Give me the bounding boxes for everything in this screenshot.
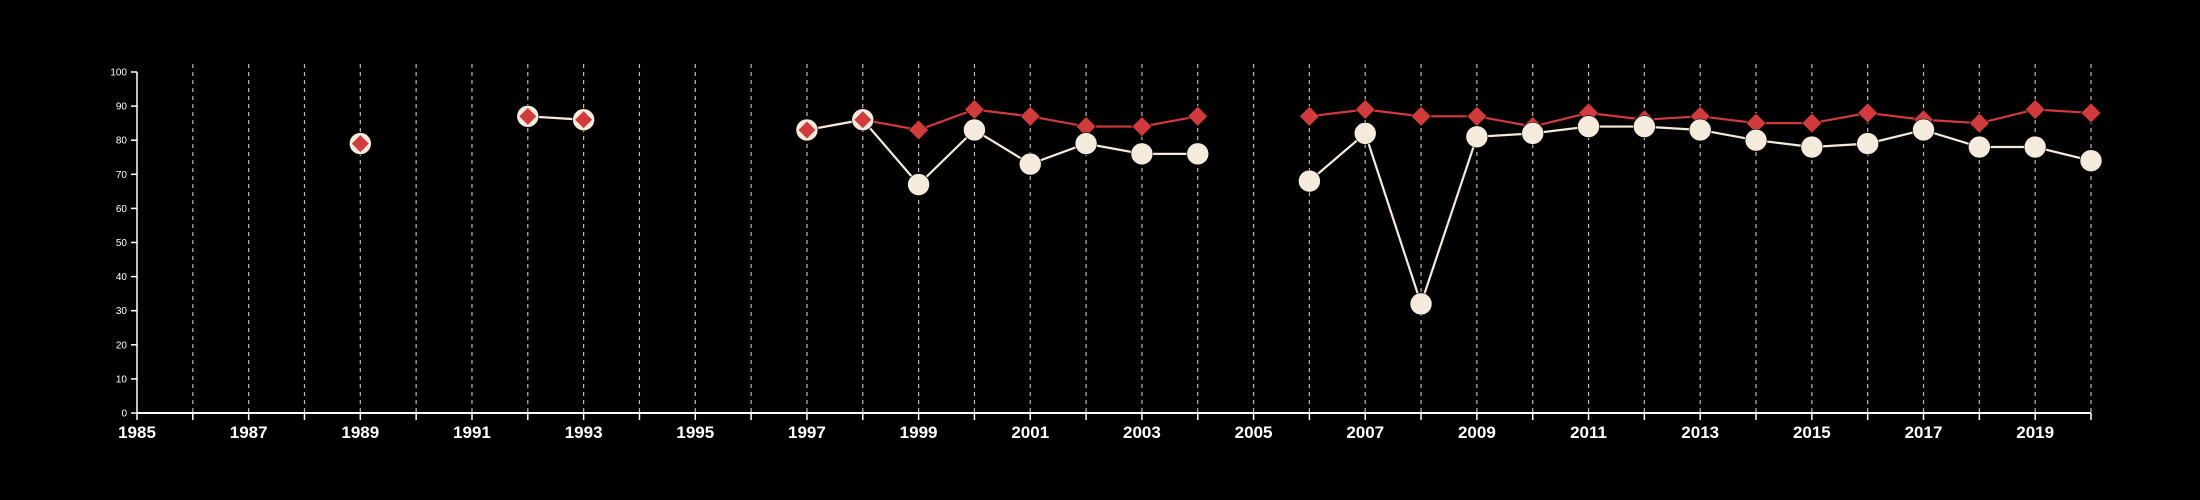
series-2-point — [1074, 132, 1098, 155]
series-1-point — [1466, 105, 1488, 127]
x-tick-label: 1989 — [341, 423, 379, 442]
series-2-point — [1633, 115, 1656, 138]
series-2-point — [1912, 118, 1935, 142]
series-1-point — [2024, 99, 2046, 120]
series-1-point — [1968, 112, 1990, 134]
series-2-point — [1968, 135, 1991, 159]
series-1-point — [1019, 105, 1041, 127]
y-tick-label: 30 — [116, 306, 128, 317]
series-2-point — [1409, 292, 1433, 316]
y-tick-label: 80 — [116, 136, 128, 147]
series-1-point — [1354, 99, 1376, 120]
series — [349, 99, 2103, 316]
axes: 0 10 20 30 40 50 60 70 80 90 100 1985 1987 1989 1991 19… — [110, 68, 2092, 442]
series-2-point — [1353, 122, 1377, 145]
series-2-point — [2079, 149, 2103, 172]
series-1-point — [1857, 102, 1879, 124]
y-tick-label: 90 — [116, 102, 128, 113]
y-tick-label: 50 — [116, 238, 128, 249]
series-2-point — [1130, 142, 1154, 166]
series-1-point — [1801, 112, 1823, 134]
x-tick-label: 2013 — [1681, 423, 1719, 442]
series-1-point — [908, 119, 930, 141]
x-tick-label: 1999 — [900, 423, 938, 442]
y-tick-label: 40 — [116, 272, 128, 283]
series-1-point — [1298, 105, 1320, 127]
series-1-point — [2080, 102, 2102, 124]
x-tick-label: 1991 — [453, 423, 491, 442]
series-2-point — [2023, 135, 2047, 159]
series-1-point — [854, 111, 872, 129]
series-2-point — [963, 118, 986, 142]
y-tick-label: 10 — [116, 374, 128, 385]
series-2-point — [1298, 169, 1321, 193]
x-tick-label: 2005 — [1235, 423, 1273, 442]
x-tick-label: 2003 — [1123, 423, 1161, 442]
series-2-point — [1521, 122, 1545, 145]
x-tick-label: 1995 — [676, 423, 714, 442]
x-tick-label: 1993 — [565, 423, 603, 442]
y-tick-label: 60 — [116, 204, 128, 215]
series-2-point — [907, 173, 930, 196]
y-tick-label: 100 — [110, 68, 127, 79]
series-1-point — [575, 111, 593, 129]
series-2-point — [1856, 132, 1879, 155]
x-tick-label: 2015 — [1793, 423, 1831, 442]
series-2-point — [1800, 135, 1824, 159]
series-1-point — [798, 121, 816, 139]
x-tick-label: 2009 — [1458, 423, 1496, 442]
x-tick-label: 2007 — [1346, 423, 1384, 442]
x-tick-label: 2011 — [1570, 423, 1607, 442]
series-1-point — [1131, 116, 1153, 137]
x-tick-label: 2017 — [1905, 423, 1943, 442]
y-tick-label: 70 — [116, 170, 128, 181]
series-2-point — [1577, 115, 1600, 138]
series-2-point — [1465, 125, 1489, 149]
x-tick-label: 2001 — [1011, 423, 1049, 442]
series-2-point — [1744, 128, 1768, 152]
series-1-point — [1187, 105, 1209, 127]
y-tick-label: 20 — [116, 340, 128, 351]
series-1-point — [964, 99, 985, 120]
x-tick-label: 2019 — [2016, 423, 2054, 442]
series-1-point — [519, 107, 537, 125]
x-tick-label: 1985 — [118, 423, 156, 442]
series-1-point — [1410, 105, 1432, 127]
x-tick-label: 1997 — [788, 423, 826, 442]
y-tick-label: 0 — [121, 409, 127, 420]
series-2-point — [1018, 152, 1042, 176]
series-2-point — [1688, 118, 1712, 142]
series-2-point — [1186, 142, 1210, 166]
series-1-point — [351, 135, 369, 153]
x-tick-label: 1987 — [230, 423, 268, 442]
